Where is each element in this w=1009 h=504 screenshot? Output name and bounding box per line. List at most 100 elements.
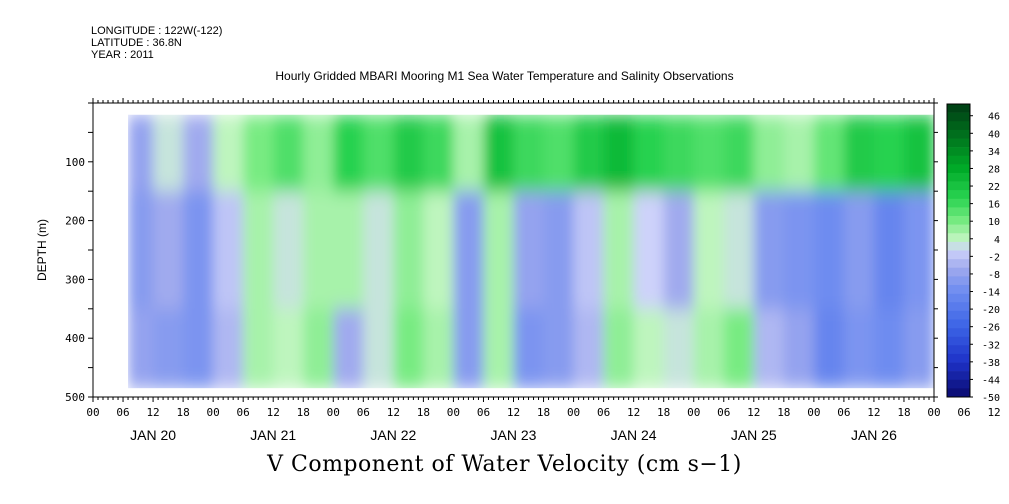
x-hour-tick-label: 12 [267,406,280,419]
colorbar-swatch [947,207,970,217]
chart-title: Hourly Gridded MBARI Mooring M1 Sea Wate… [275,69,734,83]
colorbar-swatch [947,104,970,113]
heatmap-cell [183,308,214,389]
heatmap-cell [633,114,665,192]
heatmap-cell [128,191,154,310]
heatmap-cell [273,308,304,389]
y-axis-title: DEPTH (m) [35,219,49,281]
colorbar-swatch [947,164,970,174]
heatmap-cell [813,191,845,310]
heatmap-cell [303,308,334,389]
heatmap-cell [303,191,334,310]
heatmap-cell [573,308,605,389]
colorbar-swatch [947,259,970,269]
heatmap-cell [723,191,755,310]
x-hour-tick-label: 00 [86,406,99,419]
heatmap-cell [513,191,545,310]
colorbar-swatch [947,336,970,346]
heatmap-cell [153,114,184,192]
y-axis: 100 200 300 400 500 DEPTH (m) [35,102,938,404]
x-hour-tick-label: 12 [146,406,159,419]
heatmap-field [93,103,934,397]
colorbar-swatch [947,224,970,234]
heatmap-cell [183,114,214,192]
x-day-label: JAN 22 [370,427,416,443]
colorbar-swatch [947,112,970,122]
heatmap-cell [873,114,905,192]
colorbar-tick-label: -32 [982,340,1000,351]
x-day-label: JAN 24 [611,427,657,443]
data-gap-bottom [93,388,934,397]
heatmap-cell [904,308,934,389]
heatmap-cell [213,191,244,310]
heatmap-cell [843,191,875,310]
x-hour-tick-label: 12 [387,406,400,419]
heatmap-cell [453,308,484,389]
heatmap-cell [333,191,364,310]
heatmap-cell [693,191,725,310]
heatmap-cell [333,114,364,192]
colorbar-swatch [947,241,970,251]
heatmap-cell [633,308,665,389]
heatmap-cell [393,191,424,310]
colorbar-swatch [947,172,970,182]
colorbar-tick-label: 10 [988,217,1000,228]
heatmap-cell [483,114,515,192]
x-hour-tick-label: 00 [927,406,940,419]
colorbar-swatch [947,345,970,355]
heatmap-cell [423,191,454,310]
x-axis-title: V Component of Water Velocity (cm s−1) [267,452,742,477]
colorbar-swatch [947,138,970,148]
colorbar-swatch [947,302,970,312]
colorbar-swatch [947,388,970,398]
x-hour-tick-label: 00 [447,406,460,419]
heatmap-cell [453,114,484,192]
colorbar-swatch [947,129,970,139]
x-hour-tick-label: 00 [327,406,340,419]
x-hour-tick-label: 06 [357,406,370,419]
heatmap-cell [363,308,394,389]
colorbar-tick-label: -8 [988,270,1000,281]
heatmap-cell [813,114,845,192]
x-hour-tick-label: 18 [657,406,670,419]
heatmap-cell [153,308,184,389]
heatmap-cell [543,191,575,310]
colorbar-swatch [947,293,970,303]
colorbar-swatch [947,155,970,165]
colorbar-tick-label: 46 [988,112,1000,123]
heatmap-cell [873,191,905,310]
heatmap-cell [243,191,274,310]
x-hour-tick-label: 06 [237,406,250,419]
heatmap-cell [513,308,545,389]
x-hour-tick-label: 12 [747,406,760,419]
heatmap-cell [693,114,725,192]
heatmap-cell [213,114,244,192]
x-hour-tick-label: 18 [897,406,910,419]
y-tick-label: 200 [65,215,85,228]
y-tick-label: 300 [65,273,85,286]
x-hour-tick-label: 00 [807,406,820,419]
heatmap-cell [393,114,424,192]
x-axis: 00 06 12 18 00 06 12 18 00 06 12 18 00 06 12 18 00 06 12 18… [86,98,1001,443]
heatmap-cell [753,114,785,192]
colorbar-swatch [947,310,970,320]
heatmap-cell [603,308,635,389]
x-hour-tick-label: 18 [777,406,790,419]
heatmap-cell [753,191,785,310]
colorbar-swatch [947,250,970,260]
heatmap-cell [603,114,635,192]
heatmap-cell [483,191,515,310]
x-hour-tick-label: 12 [867,406,880,419]
heatmap-cell [483,308,515,389]
data-gap-top [93,103,934,115]
heatmap-cell [363,191,394,310]
colorbar-tick-label: -50 [982,393,1000,404]
heatmap-cell [423,114,454,192]
colorbar-frame [946,103,971,398]
heatmap-cell [663,114,695,192]
colorbar-swatch [947,284,970,294]
heatmap-cell [393,308,424,389]
heatmap-cell [273,114,304,192]
x-hour-tick-label: 06 [597,406,610,419]
colorbar-tick-label: 22 [988,182,1000,193]
